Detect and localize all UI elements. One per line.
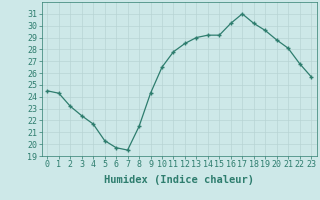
X-axis label: Humidex (Indice chaleur): Humidex (Indice chaleur) <box>104 175 254 185</box>
